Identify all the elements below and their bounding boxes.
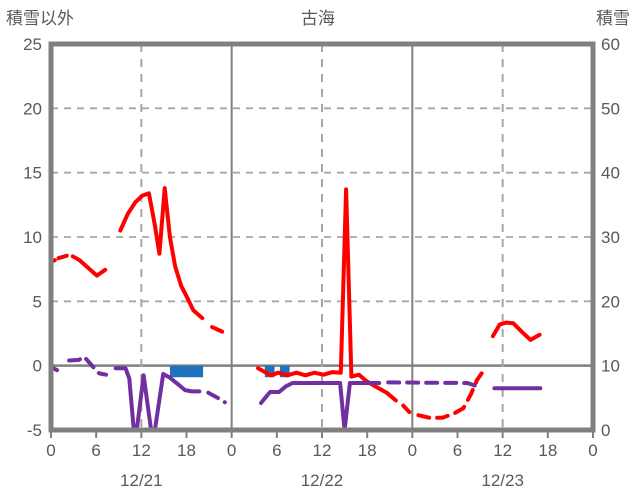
bars-blue [264,365,275,378]
left-axis-tick-label: 20 [23,99,42,118]
plot-border [48,41,596,433]
left-axis-tick-label: 0 [33,357,42,376]
bars-blue [169,365,204,378]
right-axis-tick-label: 60 [601,35,620,54]
series-red-segment [490,320,542,342]
line-series [49,186,543,432]
left-axis-tick-label: -5 [27,421,42,440]
left-axis-tick-label: 10 [23,228,42,247]
series-purple-segment [206,390,227,405]
left-axis-title: 積雪以外 [6,9,74,28]
day-label: 12/22 [301,471,344,490]
right-axis-title: 積雪 [596,9,630,28]
series-red-segment [70,254,108,278]
bars-blue [279,365,290,378]
hour-tick-label: 18 [538,441,557,460]
series-red-segment [416,371,484,420]
series-purple-segment [67,354,108,377]
hour-tick-label: 6 [453,441,462,460]
right-axis-tick-label: 20 [601,292,620,311]
hour-tick-label: 12 [493,441,512,460]
series-red-segment [401,403,412,414]
day-label: 12/21 [120,471,163,490]
hour-tick-label: 12 [132,441,151,460]
series-purple-segment [386,380,480,389]
series-red-segment [56,253,69,261]
hour-tick-label: 12 [313,441,332,460]
hour-tick-label: 6 [91,441,100,460]
left-axis-tick-label: 15 [23,164,42,183]
left-axis-tick-label: 25 [23,35,42,54]
right-axis-tick-label: 10 [601,357,620,376]
chart-title: 古海 [301,9,335,28]
series-red-segment [210,325,226,335]
hour-tick-label: 18 [177,441,196,460]
bar-series [169,365,290,378]
day-label: 12/23 [481,471,524,490]
hour-tick-label: 18 [358,441,377,460]
right-axis-tick-label: 50 [601,99,620,118]
right-axis-tick-label: 30 [601,228,620,247]
series-purple-segment [113,366,202,432]
left-axis-tick-label: 5 [33,292,42,311]
hour-tick-label: 6 [272,441,281,460]
hour-tick-label: 0 [46,441,55,460]
series-red-segment [118,186,205,321]
series-red-segment [256,187,398,403]
series-purple-segment [259,381,382,432]
hour-tick-label: 0 [408,441,417,460]
hour-tick-label: 0 [588,441,597,460]
gridlines [51,44,593,430]
hour-tick-label: 0 [227,441,236,460]
right-axis-tick-label: 40 [601,164,620,183]
right-axis-tick-label: 0 [601,421,610,440]
